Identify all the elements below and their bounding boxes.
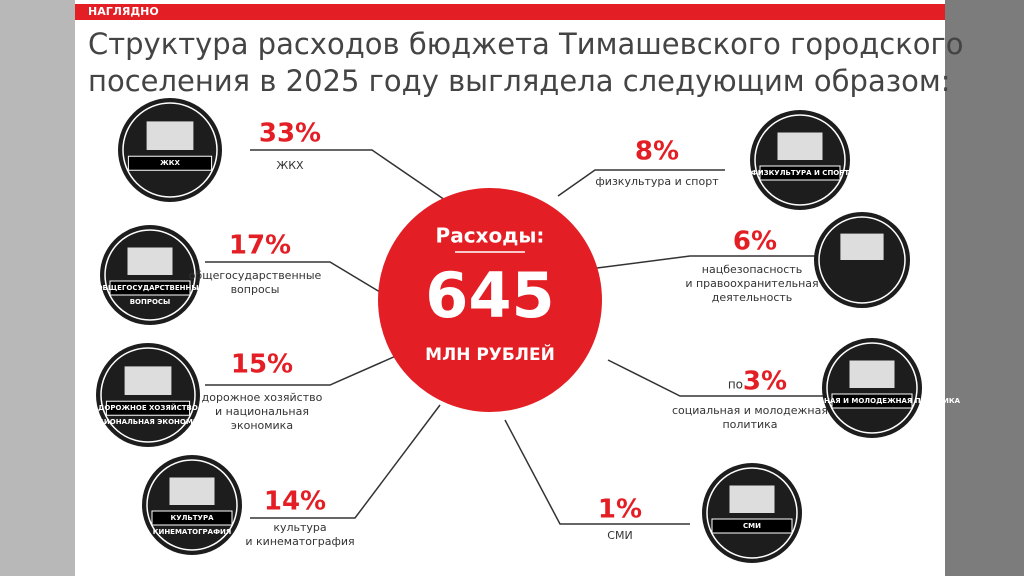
description: дорожное хозяйство — [202, 391, 323, 404]
center-circle — [378, 188, 602, 412]
icon-label: ДОРОЖНОЕ ХОЗЯЙСТВО — [98, 403, 198, 412]
description: и кинематография — [245, 535, 354, 548]
icon-ring — [146, 459, 238, 551]
connector — [250, 149, 446, 201]
description: и правоохранительная — [685, 277, 818, 290]
description: экономика — [231, 419, 293, 432]
header-tag: НАГЛЯДНО — [88, 5, 159, 18]
description: ЖКХ — [276, 159, 304, 172]
icon-band — [831, 393, 913, 409]
header-bar — [75, 4, 945, 20]
percent-prefix: по — [728, 378, 743, 392]
backdrop-left — [0, 0, 75, 576]
icon-label: НАЦИОНАЛЬНАЯ ЭКОНОМИКА — [86, 418, 210, 426]
center-label: Расходы: — [436, 224, 545, 248]
percent: 1% — [598, 495, 642, 525]
percent: 17% — [229, 231, 291, 261]
percent: 6% — [733, 227, 777, 257]
connector — [607, 359, 830, 397]
backdrop-right — [945, 0, 1024, 576]
title: Структура расходов бюджета Тимашевского … — [88, 27, 963, 61]
icon-ring — [706, 467, 798, 559]
icon-art — [124, 366, 172, 395]
percent: 14% — [264, 487, 326, 517]
icon-label: СМИ — [743, 522, 761, 530]
percent: 3% — [743, 367, 787, 397]
icon-label: КУЛЬТУРА — [171, 514, 215, 522]
icon-band — [759, 165, 841, 181]
connector — [205, 351, 406, 386]
percent: 33% — [259, 119, 321, 149]
icon-art — [849, 360, 895, 388]
description: физкультура и спорт — [595, 175, 719, 188]
icon-art — [729, 485, 775, 513]
icon-label: ОБЩЕГОСУДАРСТВЕННЫЕ — [97, 284, 204, 292]
description: социальная и молодежная — [672, 404, 828, 417]
icon-label: ЖКХ — [160, 159, 180, 167]
icon-art — [169, 477, 215, 505]
icon-label: ФИЗКУЛЬТУРА И СПОРТ — [751, 169, 850, 177]
icon-art — [777, 132, 823, 160]
icon-ring — [754, 114, 846, 206]
icon-band — [105, 400, 191, 416]
connector — [596, 255, 822, 269]
percent: 15% — [231, 350, 293, 380]
icon-ring — [122, 102, 218, 198]
icon-band — [127, 155, 213, 171]
connector — [205, 261, 386, 296]
icon-band — [711, 518, 793, 534]
description: общегосударственные — [189, 269, 322, 282]
icon-art — [146, 121, 194, 150]
icon-band — [109, 280, 191, 296]
description: и национальная — [215, 405, 309, 418]
percent: 8% — [635, 137, 679, 167]
icon-label: ВОПРОСЫ — [130, 298, 171, 306]
title: поселения в 2025 году выглядела следующи… — [88, 64, 951, 98]
icon-label: КИНЕМАТОГРАФИЯ — [153, 528, 232, 536]
description: культура — [273, 521, 326, 534]
connector — [250, 404, 441, 519]
description: деятельность — [712, 291, 793, 304]
description: вопросы — [231, 283, 280, 296]
icon-band — [151, 510, 233, 526]
connector — [504, 419, 690, 525]
icon-ring — [100, 347, 196, 443]
icon-label: СОЦИАЛЬНАЯ И МОЛОДЕЖНАЯ ПОЛИТИКА — [784, 397, 961, 405]
center-value: 645 — [425, 259, 554, 332]
description: СМИ — [607, 529, 632, 542]
description: политика — [722, 418, 777, 431]
icon-ring — [818, 216, 906, 304]
connector — [557, 169, 725, 197]
icon-art — [840, 233, 884, 260]
icon-ring — [104, 229, 196, 321]
center-unit: МЛН РУБЛЕЙ — [425, 343, 555, 365]
description: нацбезопасность — [702, 263, 802, 276]
icon-ring — [826, 342, 918, 434]
icon-art — [127, 247, 173, 275]
